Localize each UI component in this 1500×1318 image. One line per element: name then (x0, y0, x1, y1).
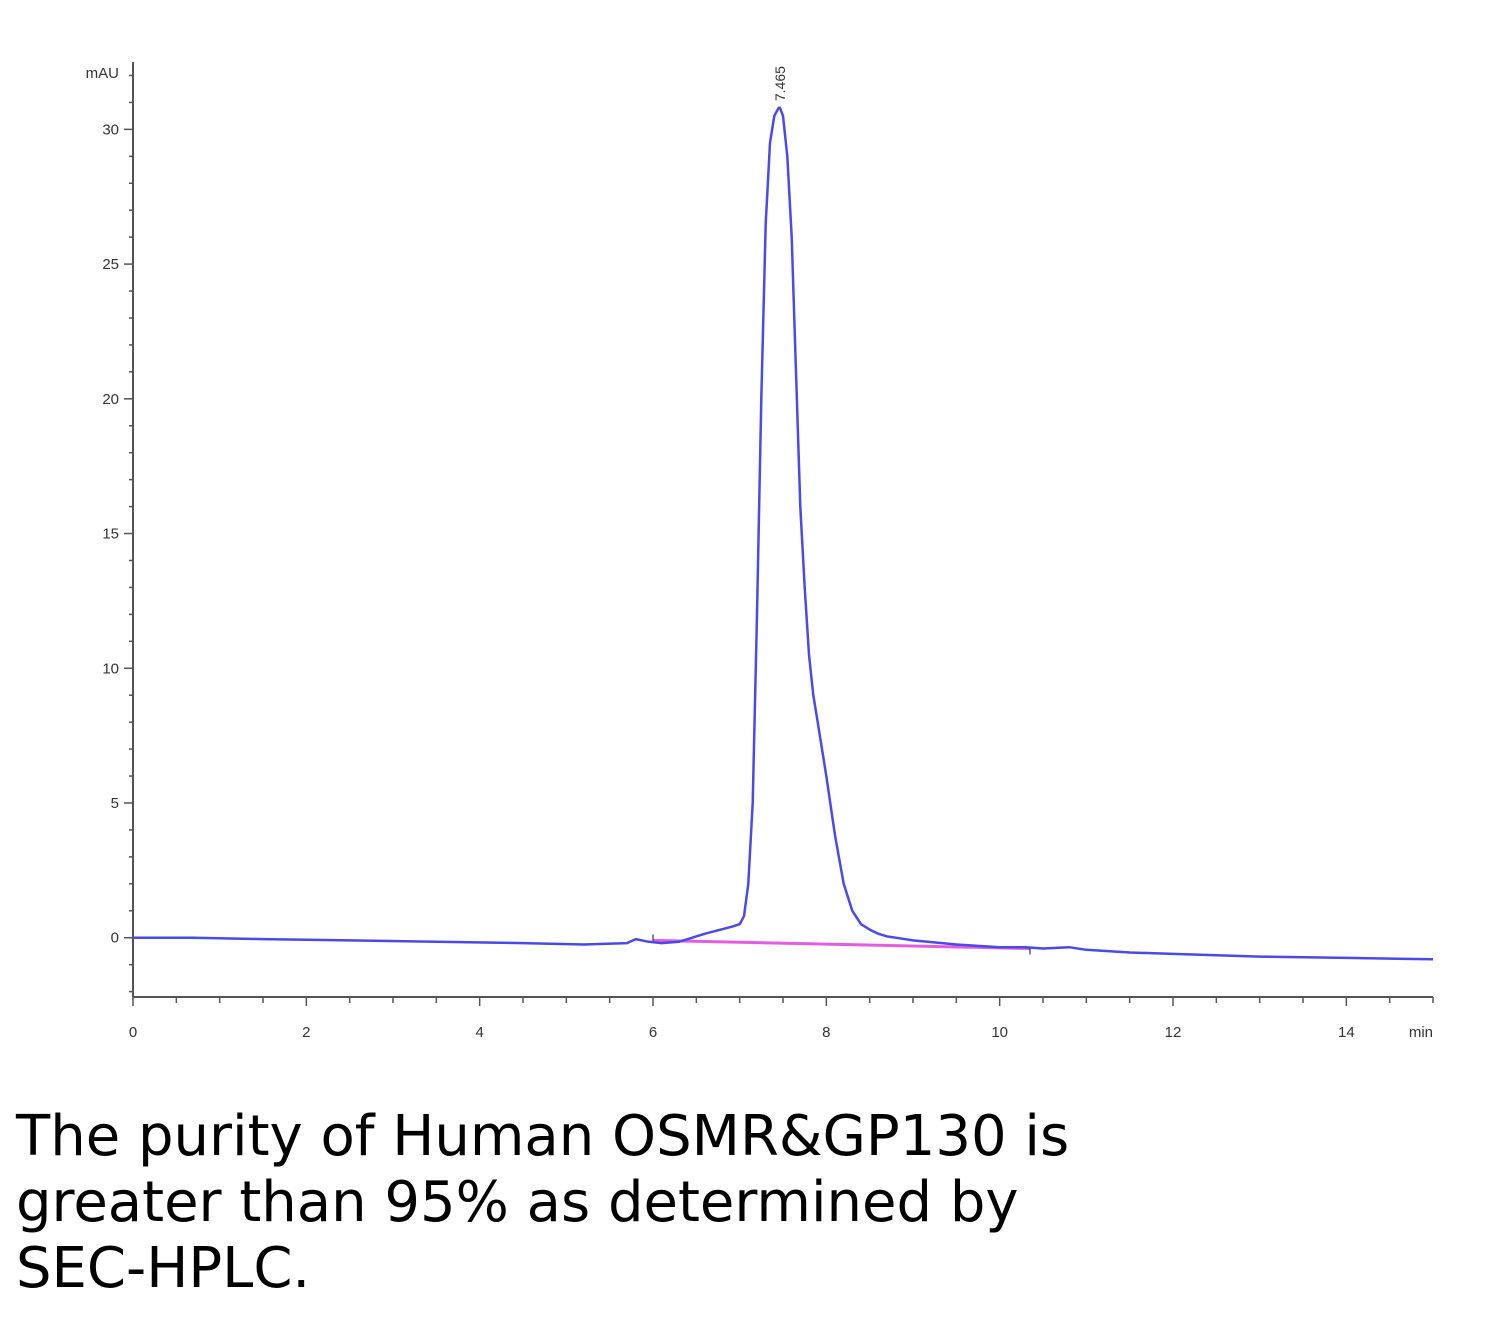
y-tick-label: 20 (102, 391, 119, 408)
x-tick-label: 14 (1338, 1024, 1355, 1041)
y-axis-label: mAU (86, 65, 119, 82)
y-tick-label: 30 (102, 121, 119, 138)
x-axis-label: min (1409, 1024, 1433, 1041)
x-tick-label: 0 (129, 1024, 137, 1041)
x-tick-label: 4 (475, 1024, 483, 1041)
x-axis-ticks: 0 2 4 6 8 10 12 14 (129, 997, 1434, 1041)
y-tick-label: 0 (111, 930, 119, 947)
chart-axes (132, 62, 1433, 998)
x-tick-label: 10 (991, 1024, 1008, 1041)
y-tick-label: 25 (102, 256, 119, 273)
y-tick-label: 10 (102, 660, 119, 677)
x-tick-label: 6 (649, 1024, 657, 1041)
x-tick-label: 2 (302, 1024, 310, 1041)
y-tick-label: 15 (102, 526, 119, 543)
chromatogram-chart: 0 2 4 6 8 10 12 14 0 5 10 15 20 25 30 mAU min 7.465 (86, 62, 1434, 1041)
figure-caption: The purity of Human OSMR&GP130 is greate… (16, 1104, 1070, 1301)
x-tick-label: 12 (1165, 1024, 1182, 1041)
x-tick-label: 8 (822, 1024, 830, 1041)
y-axis-ticks: 0 5 10 15 20 25 30 (102, 74, 133, 993)
peak-retention-label: 7.465 (772, 66, 788, 101)
plot-area (133, 106, 1434, 961)
integration-baseline (652, 938, 1031, 950)
signal-trace (133, 106, 1434, 961)
y-tick-label: 5 (111, 795, 119, 812)
